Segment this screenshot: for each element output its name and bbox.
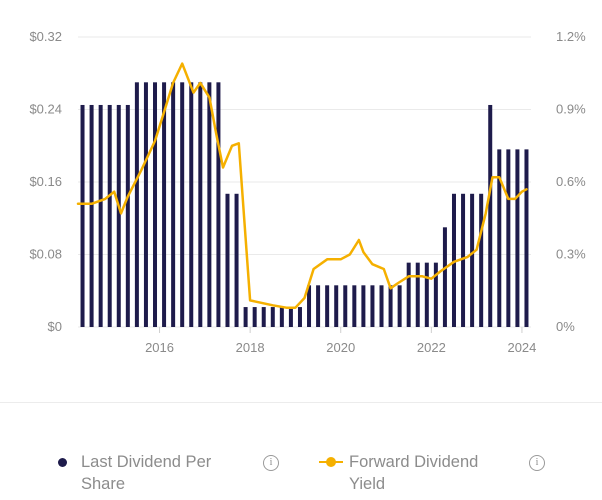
dividend-bar [288, 307, 293, 327]
y-left-tick-label: $0.16 [29, 174, 62, 189]
x-tick-label: 2016 [145, 340, 174, 355]
dividend-bar [234, 193, 239, 327]
legend-dividend-line2: Share [81, 475, 126, 493]
dividend-bar [243, 307, 248, 327]
dividend-bar [433, 262, 438, 327]
dividend-bar [497, 149, 502, 327]
legend-dividend-line1: Last Dividend Per [81, 453, 212, 471]
dividend-bar [153, 82, 158, 327]
legend-item-yield: Forward Dividend Yield [319, 451, 478, 495]
dividend-bar [343, 285, 348, 327]
dividend-bar [252, 307, 257, 327]
dividend-bar [225, 193, 230, 327]
legend-divider [0, 402, 602, 403]
legend-item-dividend: Last Dividend Per Share [58, 451, 211, 495]
dividend-bar [325, 285, 330, 327]
dividend-bar [297, 307, 302, 327]
info-icon-dividend[interactable]: i [263, 455, 279, 471]
dividend-bar [524, 149, 529, 327]
dividend-bar [116, 104, 121, 327]
dividend-bar [207, 82, 212, 327]
y-right-tick-label: 0% [556, 319, 575, 334]
dividend-bar [270, 307, 275, 327]
dividend-bar [171, 82, 176, 327]
dividend-bar [307, 285, 312, 327]
dividend-bar [125, 104, 130, 327]
legend-yield-line2: Yield [349, 475, 386, 493]
dividend-bar [506, 149, 511, 327]
dividend-bar [216, 82, 221, 327]
dividend-bar [442, 227, 447, 327]
dividend-bar [397, 285, 402, 327]
y-left-tick-label: $0.24 [29, 102, 62, 117]
dividend-bar [470, 193, 475, 327]
dividend-bars [80, 82, 529, 327]
dividend-bar [370, 285, 375, 327]
y-left-tick-label: $0 [48, 319, 62, 334]
dividend-bar [388, 285, 393, 327]
yield-legend-line-icon [319, 451, 343, 473]
y-left-tick-label: $0.32 [29, 29, 62, 44]
y-left-tick-label: $0.08 [29, 247, 62, 262]
y-right-tick-label: 1.2% [556, 29, 586, 44]
dividend-bar [189, 82, 194, 327]
x-tick-label: 2024 [507, 340, 536, 355]
x-tick-label: 2018 [236, 340, 265, 355]
dividend-bar [134, 82, 139, 327]
dividend-bar [424, 262, 429, 327]
x-tick-label: 2022 [417, 340, 446, 355]
legend-yield-line1: Forward Dividend [349, 453, 479, 471]
forward-yield-line [76, 62, 528, 309]
dividend-bar [316, 285, 321, 327]
dividend-bar [352, 285, 357, 327]
dividend-bar [198, 82, 203, 327]
dividend-legend-dot-icon [58, 458, 67, 467]
dividend-bar [162, 82, 167, 327]
dividend-bar [143, 82, 148, 327]
dividend-bar [406, 262, 411, 327]
dividend-bar [80, 104, 85, 327]
dividend-bar [334, 285, 339, 327]
dividend-bar [180, 82, 185, 327]
x-tick-label: 2020 [326, 340, 355, 355]
dividend-bar [98, 104, 103, 327]
dividend-bar [415, 262, 420, 327]
dividend-bar [89, 104, 94, 327]
y-axis-right: 0% 0.3% 0.6% 0.9% 1.2% [556, 29, 586, 334]
dividend-bar [361, 285, 366, 327]
dividend-bar [515, 149, 520, 327]
dividend-chart: $0 $0.08 $0.16 $0.24 $0.32 0% 0.3% 0.6% 0.9% 1.2… [29, 29, 586, 355]
dividend-bar [379, 285, 384, 327]
dividend-bar [479, 193, 484, 327]
x-axis: 2016 2018 2020 2022 2024 [145, 327, 536, 355]
dividend-bar [261, 307, 266, 327]
y-right-tick-label: 0.9% [556, 102, 586, 117]
dividend-bar [107, 104, 112, 327]
dividend-bar [279, 307, 284, 327]
dividend-bar [488, 104, 493, 327]
dividend-bar [451, 193, 456, 327]
dividend-bar [461, 193, 466, 327]
y-axis-left: $0 $0.08 $0.16 $0.24 $0.32 [29, 29, 62, 334]
info-icon-yield[interactable]: i [529, 455, 545, 471]
y-right-tick-label: 0.3% [556, 247, 586, 262]
y-right-tick-label: 0.6% [556, 174, 586, 189]
